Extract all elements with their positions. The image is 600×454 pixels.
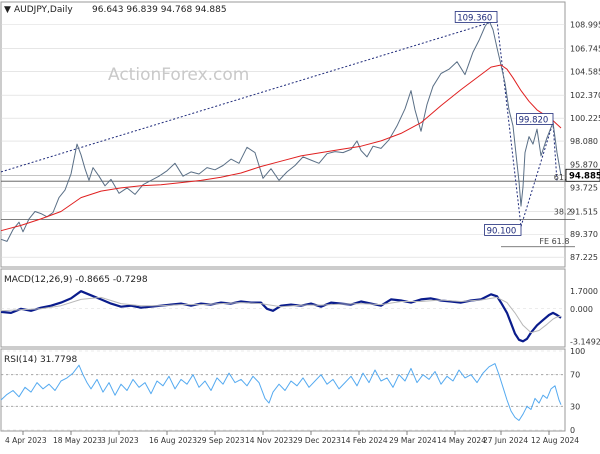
x-tick-label: 27 Jun 2024: [483, 436, 528, 445]
rsi-panel-frame: [0, 348, 566, 432]
price-annotation-label: 90.100: [487, 226, 517, 236]
x-tick-label: 29 Sep 2023: [197, 436, 245, 445]
price-series-line: [0, 20, 562, 242]
rsi-y-tick-label: 100: [570, 347, 585, 356]
price-y-tick-label: 91.515: [570, 207, 598, 216]
price-y-tick-label: 106.745: [570, 44, 600, 53]
trendlines-layer: [0, 19, 558, 227]
price-y-tick-label: 87.225: [570, 253, 598, 262]
rsi-y-tick-label: 70: [570, 371, 580, 380]
macd-panel-frame: [0, 268, 566, 348]
x-tick-label: 29 Mar 2024: [389, 436, 437, 445]
price-y-tick-label: 108.995: [570, 20, 600, 29]
price-y-tick-label: 98.080: [570, 137, 598, 146]
x-tick-label: 18 May 2023: [53, 436, 102, 445]
x-tick-label: 12 Aug 2024: [531, 436, 579, 445]
fibonacci-level-label: 38.2: [554, 208, 572, 217]
x-tick-label: 14 Feb 2024: [341, 436, 388, 445]
price-y-tick-label: 104.585: [570, 68, 600, 77]
trendline: [0, 19, 498, 173]
fibonacci-level-label: 61.8: [554, 173, 572, 182]
x-tick-label: 4 Apr 2023: [5, 436, 47, 445]
price-y-tick-label: 102.370: [570, 91, 600, 100]
trendline: [496, 20, 522, 227]
signal-series-line: [0, 296, 562, 334]
price-y-tick-label: 89.370: [570, 230, 598, 239]
x-tick-label: 29 Dec 2023: [293, 436, 341, 445]
price-panel-frame: [0, 1, 566, 268]
grid-layer: [1, 24, 565, 431]
y-axis-layer: 108.995 106.745 104.585 102.370 100.225 98.08…: [565, 20, 600, 435]
current-price-box: [565, 168, 600, 182]
x-tick-label: 14 May 2024: [437, 436, 486, 445]
macd-y-tick-label: 0.000: [570, 305, 593, 314]
macd-y-tick-label: 1.7000: [570, 287, 598, 296]
current-price-label: 94.885: [569, 171, 600, 181]
watermark: ActionForex.com: [108, 65, 249, 85]
price-y-tick-label: 93.725: [570, 184, 598, 193]
rsi-series-line: [0, 363, 562, 421]
rsi-y-tick-label: 0: [570, 426, 575, 435]
price-label-box: [454, 11, 498, 23]
price-y-tick-label: 100.225: [570, 114, 600, 123]
trendline: [552, 122, 558, 182]
chart-symbol: AUDJPY,Daily: [14, 5, 73, 15]
price-annotation-label: 99.820: [519, 115, 549, 125]
price-annotation-label: 109.360: [457, 13, 492, 23]
price-label-box: [516, 113, 554, 125]
series-layer: [0, 20, 562, 421]
x-axis-layer: 4 Apr 2023 18 May 2023 3 Jul 2023 16 Aug 20…: [5, 431, 579, 445]
price-y-tick-label: 95.870: [570, 161, 598, 170]
x-tick-label: 3 Jul 2023: [101, 436, 139, 445]
macd-y-tick-label: -3.1492: [570, 337, 600, 346]
price-label-box: [484, 224, 522, 236]
annotation-layer: 109.360 99.820 90.100 61.8 38.2 FE 61.8: [454, 11, 572, 246]
fibonacci-level-label: FE 61.8: [539, 237, 569, 246]
ma-series-line: [0, 64, 562, 232]
rsi-title: RSI(14) 31.7798: [4, 355, 77, 365]
header-arrow-icon: ▼: [4, 5, 11, 15]
x-tick-label: 16 Aug 2023: [149, 436, 197, 445]
macd-title: MACD(12,26,9) -0.8665 -0.7298: [4, 275, 148, 285]
x-tick-label: 14 Nov 2023: [245, 436, 293, 445]
chart-ohlc: 96.643 96.839 94.768 94.885: [92, 5, 227, 15]
rsi-y-tick-label: 30: [570, 402, 580, 411]
